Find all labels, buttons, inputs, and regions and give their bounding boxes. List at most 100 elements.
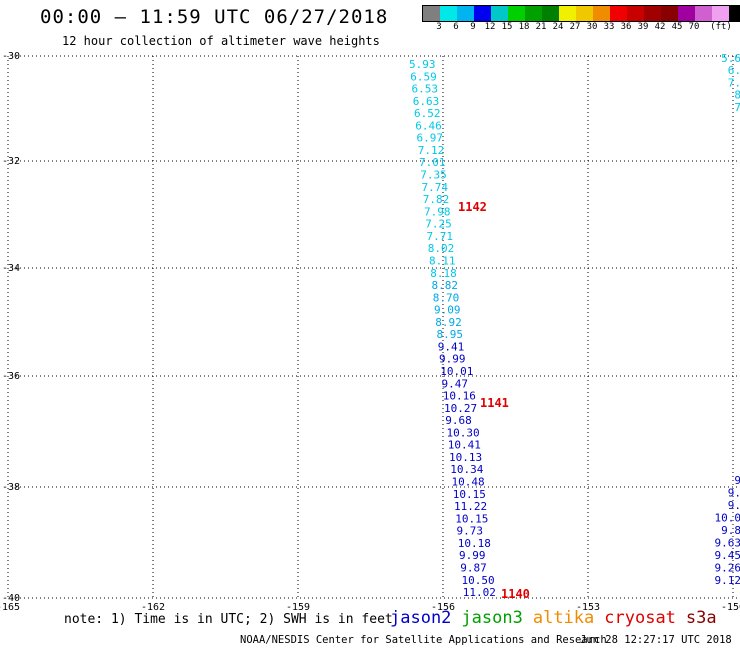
swh-value: 7.35 xyxy=(420,169,447,182)
scale-swatch xyxy=(440,6,457,21)
satellite-legend: jason2 jason3 altika cryosat s3a xyxy=(390,608,727,628)
scale-swatch xyxy=(610,6,627,21)
scale-label: 39 xyxy=(637,22,649,32)
lon-label: -150 xyxy=(721,602,740,613)
scale-swatch xyxy=(712,6,729,21)
swh-value: 9.41 xyxy=(438,340,465,353)
scale-label: 70 xyxy=(688,22,700,32)
scale-swatch xyxy=(457,6,474,21)
page-title: 00:00 — 11:59 UTC 06/27/2018 xyxy=(40,6,389,28)
swh-value: 10.34 xyxy=(450,463,483,476)
scale-swatch xyxy=(644,6,661,21)
swh-value: 10.18 xyxy=(458,537,491,550)
scale-label: 45 xyxy=(671,22,683,32)
scale-swatch xyxy=(559,6,576,21)
swh-value: 8 xyxy=(734,89,740,102)
scale-swatch xyxy=(729,6,740,21)
scale-label: 24 xyxy=(552,22,564,32)
swh-value: 9 xyxy=(734,474,740,487)
swh-value: 9.73 xyxy=(457,525,484,538)
swh-value: 9.45 xyxy=(715,549,740,562)
footer-credit: NOAA/NESDIS Center for Satellite Applica… xyxy=(240,634,607,646)
scale-swatch xyxy=(678,6,695,21)
swh-value: 9.8 xyxy=(721,524,740,537)
scale-label: 15 xyxy=(501,22,513,32)
swh-value: 8.92 xyxy=(435,316,462,329)
scale-label: 30 xyxy=(586,22,598,32)
satellite-legend-item: altika xyxy=(532,608,595,628)
color-scale-bar xyxy=(422,5,740,22)
swh-value: 6.63 xyxy=(413,95,440,108)
scale-swatch xyxy=(661,6,678,21)
swh-value: 7.98 xyxy=(424,205,451,218)
scale-swatch xyxy=(423,6,440,21)
lat-label: -30 xyxy=(2,51,20,62)
swh-value: 7.01 xyxy=(419,156,446,169)
lat-label: -38 xyxy=(2,482,20,493)
swh-value: 9.99 xyxy=(459,549,486,562)
swh-value: 8.02 xyxy=(428,242,455,255)
swh-value: 9.87 xyxy=(460,561,487,574)
scale-label: 9 xyxy=(470,22,476,32)
swh-value: 5.93 xyxy=(409,58,436,71)
swh-value: 7.12 xyxy=(418,144,445,157)
scale-label: 21 xyxy=(535,22,547,32)
swh-value: 6.52 xyxy=(414,107,441,120)
scale-swatch xyxy=(593,6,610,21)
swh-value: 10.41 xyxy=(448,439,481,452)
scale-label: 12 xyxy=(484,22,496,32)
satellite-legend-item: jason2 xyxy=(390,608,452,628)
swh-value: 7.25 xyxy=(425,218,452,231)
satellite-legend-item: cryosat xyxy=(604,608,676,628)
swh-value: 9. xyxy=(728,487,740,500)
swh-value: 9.99 xyxy=(439,353,466,366)
lon-label: -162 xyxy=(141,602,165,613)
swh-value: 6.59 xyxy=(410,70,437,83)
swh-value: 5.6 xyxy=(721,52,740,65)
swh-value: 6.53 xyxy=(412,83,439,96)
lat-label: -40 xyxy=(2,593,20,604)
scale-swatch xyxy=(695,6,712,21)
pass-number: 1140 xyxy=(501,587,530,601)
swh-value: 6.46 xyxy=(415,119,442,132)
scale-label: 42 xyxy=(654,22,666,32)
swh-value: 9.09 xyxy=(434,304,461,317)
lat-label: -32 xyxy=(2,156,20,167)
pass-number: 1142 xyxy=(458,200,487,214)
satellite-legend-item: jason3 xyxy=(461,608,523,628)
swh-value: 10.15 xyxy=(453,488,486,501)
lon-label: -159 xyxy=(286,602,310,613)
swh-value: 10.27 xyxy=(444,402,477,415)
satellite-legend-item: s3a xyxy=(685,608,717,628)
swh-value: 6.97 xyxy=(417,132,444,145)
swh-value: 7 xyxy=(734,101,740,114)
swh-value: 9.47 xyxy=(442,377,469,390)
scale-label: 27 xyxy=(569,22,581,32)
scale-label: 36 xyxy=(620,22,632,32)
swh-value: 10.01 xyxy=(440,365,473,378)
swh-value: 8.95 xyxy=(437,328,464,341)
scale-label: 18 xyxy=(518,22,530,32)
lat-label: -36 xyxy=(2,371,20,382)
swh-value: 8.11 xyxy=(429,254,456,267)
lon-label: -165 xyxy=(0,602,20,613)
lon-label: -153 xyxy=(576,602,600,613)
note-text: note: 1) Time is in UTC; 2) SWH is in fe… xyxy=(64,612,393,627)
footer-timestamp: Jun 28 12:27:17 UTC 2018 xyxy=(580,634,732,646)
swh-value: 9.63 xyxy=(715,537,740,550)
swh-value: 7.74 xyxy=(422,181,449,194)
scale-label: 6 xyxy=(453,22,459,32)
scale-swatch xyxy=(542,6,559,21)
swh-value: 10.48 xyxy=(452,476,485,489)
swh-value: 10.50 xyxy=(462,574,495,587)
swh-value: 11.02 xyxy=(463,586,496,599)
swh-value: 10.30 xyxy=(447,426,480,439)
scale-swatch xyxy=(576,6,593,21)
swh-value: 9.12 xyxy=(715,574,740,587)
swh-value: 7.71 xyxy=(427,230,454,243)
swh-value: 8.82 xyxy=(432,279,459,292)
swh-value: 9.26 xyxy=(715,562,740,575)
swh-value: 8.70 xyxy=(433,291,460,304)
scale-swatch xyxy=(508,6,525,21)
swh-value: 11.22 xyxy=(454,500,487,513)
